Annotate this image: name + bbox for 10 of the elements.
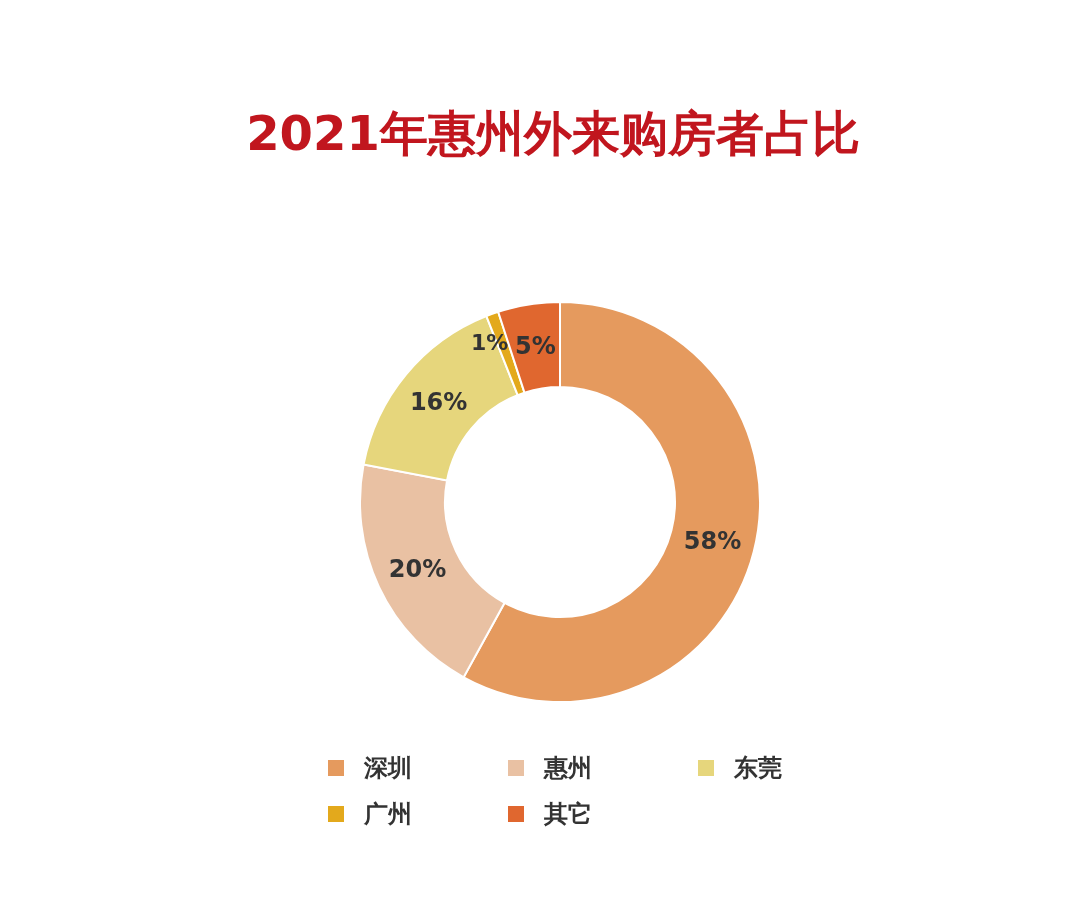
- data-label: 58%: [683, 527, 742, 556]
- data-label: 5%: [514, 332, 556, 361]
- legend-label: 广州: [363, 800, 412, 828]
- data-label: 16%: [409, 387, 468, 416]
- chart-title: 2021年惠州外来购房者占比: [246, 105, 860, 161]
- data-label: 20%: [388, 555, 447, 584]
- legend-label: 其它: [543, 800, 592, 828]
- legend-label: 东莞: [733, 754, 782, 782]
- legend-label: 惠州: [543, 754, 592, 782]
- legend-label: 深圳: [363, 754, 412, 782]
